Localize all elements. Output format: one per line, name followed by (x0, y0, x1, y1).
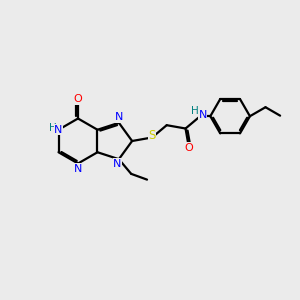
Text: O: O (74, 94, 82, 104)
Text: N: N (198, 110, 207, 120)
Text: H: H (49, 123, 56, 133)
Text: H: H (191, 106, 199, 116)
Text: O: O (184, 143, 193, 153)
Text: N: N (74, 164, 82, 174)
Text: N: N (115, 112, 124, 122)
Text: N: N (113, 159, 122, 169)
Text: N: N (54, 125, 63, 135)
Text: S: S (148, 130, 156, 142)
